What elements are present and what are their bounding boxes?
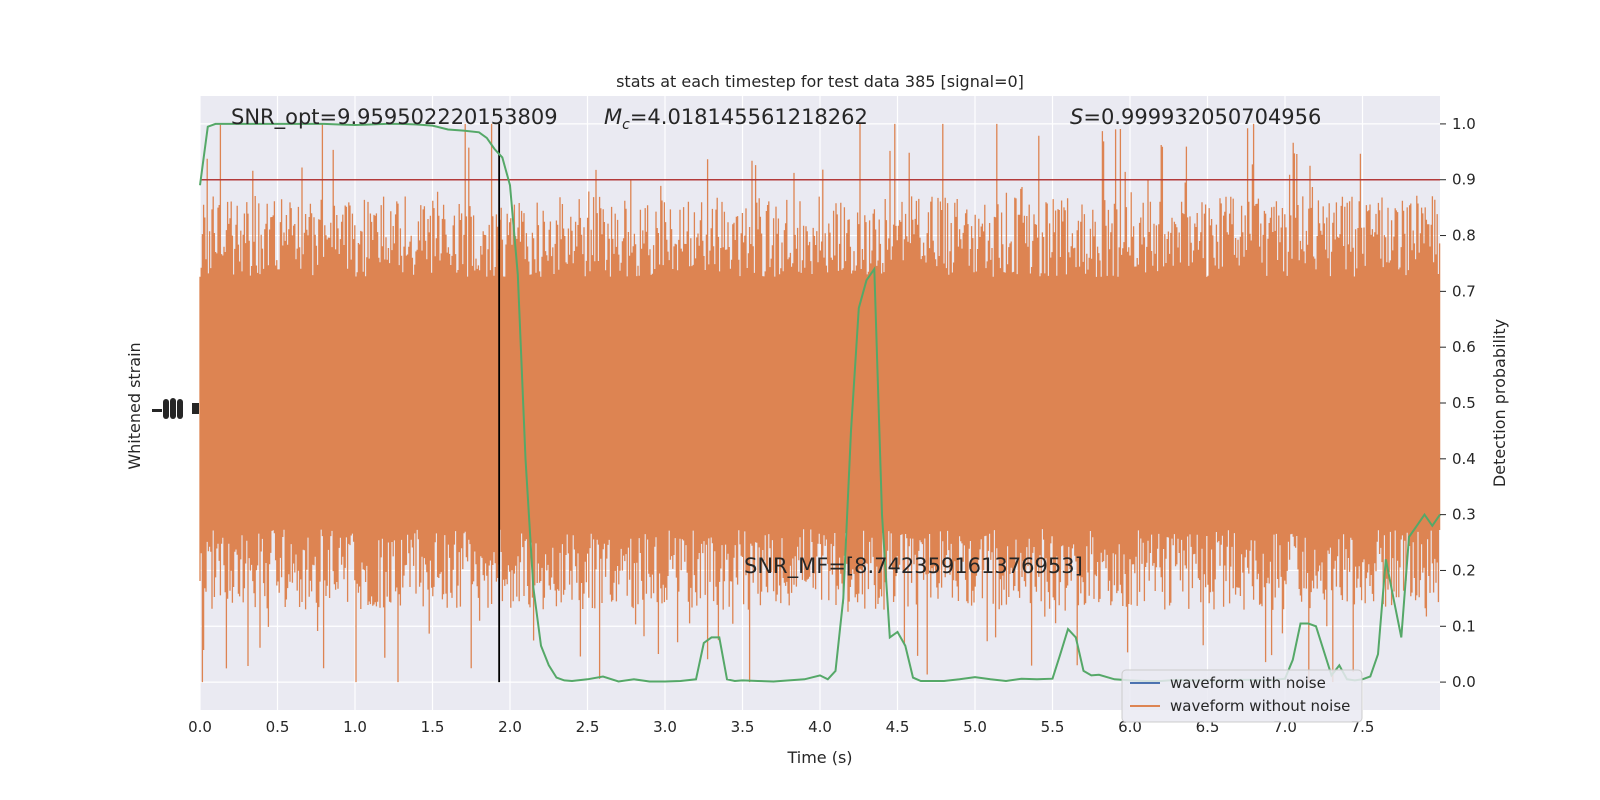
x-tick-label: 3.5 bbox=[731, 718, 755, 736]
y-tick-label: 0.0 bbox=[1452, 673, 1476, 691]
x-tick-label: 5.0 bbox=[963, 718, 987, 736]
detection-probability-line bbox=[199, 122, 1441, 683]
noise-band-spikes bbox=[199, 123, 1441, 683]
x-tick-label: 5.5 bbox=[1041, 718, 1065, 736]
waveform-without-noise-series bbox=[199, 123, 1441, 683]
chirp-mass-annotation: Mc=4.018145561218262 bbox=[604, 105, 868, 133]
y-tick-label: 0.2 bbox=[1452, 561, 1476, 579]
snr-opt-annotation: SNR_opt=9.959502220153809 bbox=[231, 105, 558, 130]
x-tick-label: 1.0 bbox=[343, 718, 367, 736]
y-tick-label: 0.9 bbox=[1452, 171, 1476, 189]
x-tick-label: 4.0 bbox=[808, 718, 832, 736]
y-tick-label: 0.6 bbox=[1452, 338, 1476, 356]
chirp-mass-value: =4.018145561218262 bbox=[630, 105, 868, 129]
chirp-mass-symbol: M bbox=[604, 105, 622, 129]
x-tick-label: 0.0 bbox=[188, 718, 212, 736]
s-symbol: S bbox=[1070, 105, 1083, 129]
y-tick-label: 0.1 bbox=[1452, 617, 1476, 635]
y-tick-label: 0.8 bbox=[1452, 227, 1476, 245]
y-right-axis-ticks: 0.0 0.1 0.2 0.3 0.4 0.5 0.6 0.7 0.8 0.9 1.0 bbox=[1440, 115, 1476, 691]
legend-box bbox=[1121, 669, 1363, 723]
y-tick-label: 0.7 bbox=[1452, 282, 1476, 300]
y-tick-label: 1.0 bbox=[1452, 115, 1476, 133]
x-tick-label: 0.5 bbox=[266, 718, 290, 736]
chirp-mass-subscript: c bbox=[622, 117, 630, 133]
chart-title: stats at each timestep for test data 385… bbox=[616, 72, 1024, 91]
s-value: =0.999932050704956 bbox=[1083, 105, 1321, 129]
y-tick-label: 0.5 bbox=[1452, 394, 1476, 412]
y-tick-label: 0.4 bbox=[1452, 450, 1476, 468]
x-tick-label: 2.0 bbox=[498, 718, 522, 736]
x-tick-label: 2.5 bbox=[576, 718, 600, 736]
x-tick-label: 4.5 bbox=[886, 718, 910, 736]
x-axis-label: Time (s) bbox=[786, 748, 852, 767]
s-annotation: S=0.999932050704956 bbox=[1070, 105, 1321, 129]
legend-label-without-noise: waveform without noise bbox=[1170, 697, 1350, 715]
y-right-axis-label: Detection probability bbox=[1490, 319, 1509, 487]
detection-probability-series bbox=[199, 122, 1441, 683]
left-axis-glyphs bbox=[152, 398, 199, 419]
x-tick-label: 3.0 bbox=[653, 718, 677, 736]
y-left-axis-label: Whitened strain bbox=[125, 342, 144, 469]
legend: waveform with noise waveform without noi… bbox=[1121, 669, 1363, 723]
snr-mf-annotation: SNR_MF=[8.742359161376953] bbox=[744, 554, 1083, 579]
y-tick-label: 0.3 bbox=[1452, 506, 1476, 524]
legend-label-with-noise: waveform with noise bbox=[1170, 674, 1326, 692]
x-tick-label: 1.5 bbox=[421, 718, 445, 736]
